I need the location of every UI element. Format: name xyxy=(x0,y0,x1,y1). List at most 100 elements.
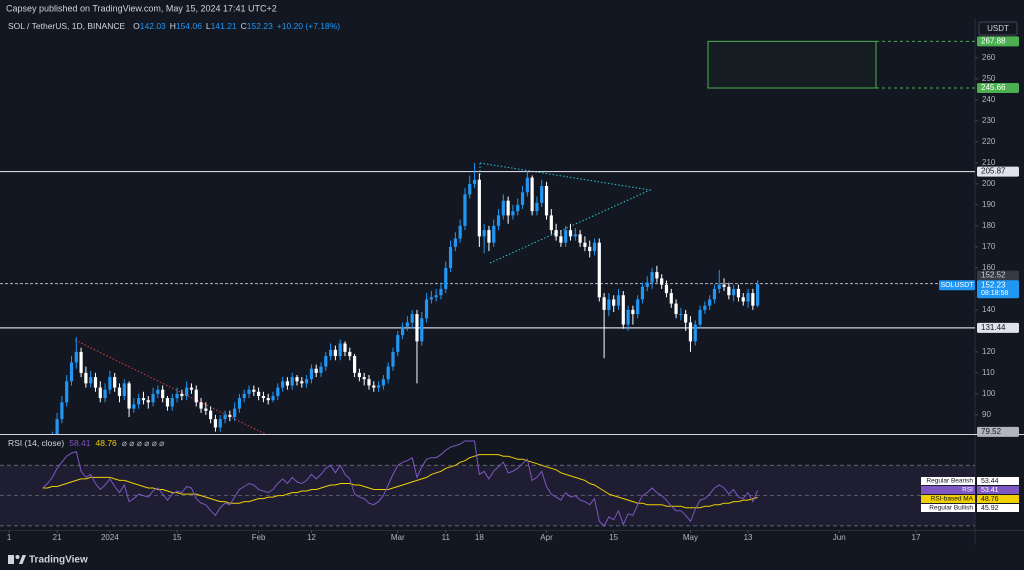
rsi-pane xyxy=(0,440,975,527)
candle-body xyxy=(194,389,198,403)
candle-body xyxy=(549,215,553,231)
candle-body xyxy=(127,383,131,409)
candle-body xyxy=(372,385,376,388)
candle-body xyxy=(602,297,606,310)
ohlc-label: O xyxy=(133,21,140,31)
candle-body xyxy=(362,377,366,380)
candle-body xyxy=(712,288,717,300)
ohlc-value: 154.06 xyxy=(176,21,202,31)
x-tick-label: 12 xyxy=(307,533,316,542)
candle-body xyxy=(588,246,592,252)
candle-body xyxy=(636,299,640,315)
ohlc-value: 142.03 xyxy=(140,21,166,31)
candle-body xyxy=(424,299,429,319)
zone-bottom-label-box xyxy=(977,83,1019,94)
rsi-value-box xyxy=(977,477,1019,485)
y-tick-label: 140 xyxy=(982,305,996,314)
candle-body xyxy=(79,351,83,373)
resistance-label: 205.87 xyxy=(981,167,1006,176)
candle-body xyxy=(477,179,481,237)
rsi-title: RSI (14, close) xyxy=(8,438,64,448)
candle-body xyxy=(65,381,69,403)
candle-body xyxy=(223,414,227,420)
y-tick-label: 190 xyxy=(982,200,996,209)
rsi-name-box xyxy=(921,504,975,512)
candle-body xyxy=(84,372,88,384)
candle-body xyxy=(295,377,299,382)
symbol-legend: SOL / TetherUS, 1D, BINANCE O142.03 H154.0… xyxy=(8,21,340,31)
candle-body xyxy=(218,419,222,428)
candle-body xyxy=(343,343,347,352)
candle-body xyxy=(674,303,678,315)
logo-mark xyxy=(19,555,26,564)
candle-body xyxy=(511,211,515,216)
candle-body xyxy=(626,309,630,325)
candle-body xyxy=(247,389,251,394)
candle-body xyxy=(573,234,577,237)
candle-body xyxy=(137,398,141,405)
zone-bottom-label: 245.66 xyxy=(981,83,1006,92)
target-zone xyxy=(707,40,877,89)
candle-body xyxy=(146,400,150,403)
candle-body xyxy=(592,242,597,252)
rsi-value: 48.76 xyxy=(981,496,999,503)
rsi-legend: RSI (14, close) 58.41 48.76 ⌀ ⌀ ⌀ ⌀ ⌀ ⌀ xyxy=(8,438,165,448)
x-tick-label: 15 xyxy=(173,533,182,542)
candle-body xyxy=(199,402,203,409)
candle-body xyxy=(746,293,750,302)
candle-body xyxy=(434,295,438,298)
candle-body xyxy=(616,295,621,306)
y-tick-label: 90 xyxy=(982,410,991,419)
candle-body xyxy=(165,398,170,407)
rsi-name-box xyxy=(921,477,975,485)
candle-body xyxy=(228,414,232,417)
footer: TradingView xyxy=(8,555,88,566)
y-tick-label: 210 xyxy=(982,158,996,167)
candle-body xyxy=(669,293,673,304)
candle-body xyxy=(482,230,486,237)
rsi-value: 45.92 xyxy=(981,505,999,512)
candle-body xyxy=(357,372,361,378)
candle-body xyxy=(89,377,93,384)
candle-body xyxy=(400,326,405,336)
candles xyxy=(0,40,975,434)
candle-body xyxy=(213,419,218,428)
rsi-name-box xyxy=(921,495,975,503)
candle-body xyxy=(252,389,256,392)
candle-body xyxy=(487,230,491,243)
candle-body xyxy=(352,356,357,373)
candle-body xyxy=(684,314,688,323)
candle-body xyxy=(756,284,760,306)
candle-body xyxy=(631,309,635,315)
candle-body xyxy=(156,389,160,394)
candle-body xyxy=(621,295,625,325)
candle-body xyxy=(693,324,697,342)
rsi-legend-value: 58.41 xyxy=(69,438,91,448)
candle-body xyxy=(660,278,664,285)
candle-body xyxy=(583,242,587,247)
candle-body xyxy=(300,381,304,384)
candle-body xyxy=(290,377,294,386)
candle-body xyxy=(309,368,314,380)
candle-body xyxy=(74,351,78,363)
candle-body xyxy=(242,393,246,399)
candle-body xyxy=(410,314,414,323)
symbol-tag-box xyxy=(939,280,975,291)
logo-mark xyxy=(15,555,20,559)
candle-body xyxy=(525,177,529,193)
candle-body xyxy=(108,377,112,390)
y-tick-label: 200 xyxy=(982,179,996,188)
rsi-value: 53.44 xyxy=(981,478,999,485)
rsi-name: RSI-based MA xyxy=(931,496,974,503)
y-tick-label: 250 xyxy=(982,74,996,83)
candle-body xyxy=(463,194,467,226)
y-tick-label: 240 xyxy=(982,95,996,104)
x-tick-label: Mar xyxy=(391,533,405,542)
rsi-name: Regular Bearish xyxy=(926,478,973,485)
y-tick-label: 230 xyxy=(982,116,996,125)
candle-body xyxy=(69,362,74,382)
y-tick-label: 170 xyxy=(982,242,996,251)
prior-close-label: 152.52 xyxy=(981,271,1006,280)
candle-body xyxy=(391,351,395,367)
